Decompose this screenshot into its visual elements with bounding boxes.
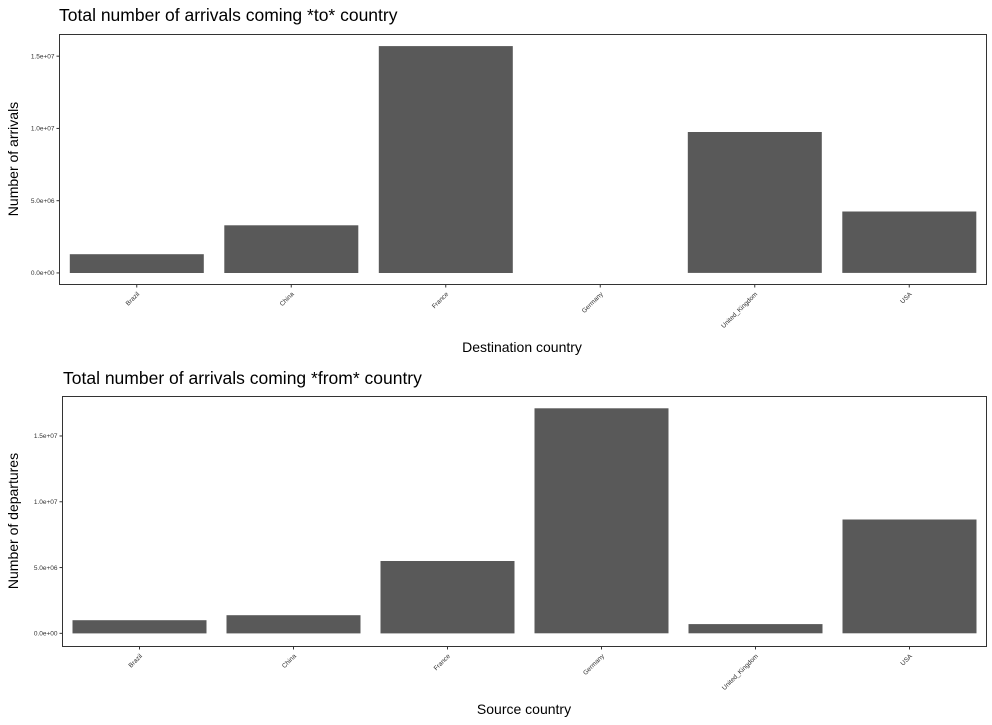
y-axis-title: Number of departures <box>5 453 21 589</box>
arrivals-from-chart: Total number of arrivals coming *from* c… <box>5 368 987 717</box>
x-tick-label: Brazil <box>127 653 144 670</box>
plot-frame <box>62 396 987 647</box>
x-axis: Brazil China France Germany United_Kingdom US… <box>127 646 915 692</box>
x-tick-label: Brazil <box>125 291 142 308</box>
y-tick-label: 0.0e+00 <box>31 270 55 277</box>
x-tick-label: France <box>433 653 453 673</box>
x-tick-label: United_Kingdom <box>721 653 760 692</box>
bar-series <box>69 46 977 273</box>
bar-china <box>226 615 361 634</box>
y-tick-label: 1.0e+07 <box>34 499 58 506</box>
chart-title: Total number of arrivals coming *from* c… <box>63 368 422 388</box>
y-tick-label: 0.0e+00 <box>34 631 58 638</box>
x-tick-label: France <box>431 291 451 311</box>
x-axis-title: Destination country <box>462 339 582 355</box>
y-axis: 0.0e+00 5.0e+06 1.0e+07 1.5e+07 <box>31 53 60 277</box>
y-tick-label: 1.5e+07 <box>34 433 58 440</box>
x-axis: Brazil China France Germany United_Kingdom US… <box>125 284 914 330</box>
plot-frame <box>59 34 987 285</box>
x-tick-label: USA <box>899 291 914 306</box>
y-axis-title: Number of arrivals <box>5 102 21 216</box>
bar-brazil <box>72 620 207 634</box>
bar-germany <box>534 408 669 634</box>
bar-france <box>378 46 513 273</box>
bar-usa <box>842 519 977 634</box>
bar-series <box>72 408 977 634</box>
arrivals-to-chart: Total number of arrivals coming *to* cou… <box>5 5 987 355</box>
x-tick-label: Germany <box>581 290 605 314</box>
x-tick-label: United_Kingdom <box>720 291 759 330</box>
bar-china <box>224 225 359 273</box>
x-tick-label: China <box>281 653 298 670</box>
y-tick-label: 5.0e+06 <box>31 198 55 205</box>
bar-usa <box>842 211 977 273</box>
bar-brazil <box>69 254 204 273</box>
bar-france <box>380 561 515 634</box>
bar-united-kingdom <box>688 624 823 634</box>
x-tick-label: USA <box>900 653 915 668</box>
x-tick-label: Germany <box>582 652 606 676</box>
y-axis: 0.0e+00 5.0e+06 1.0e+07 1.5e+07 <box>34 433 63 638</box>
x-tick-label: China <box>279 291 296 308</box>
y-tick-label: 1.0e+07 <box>31 126 55 133</box>
bar-united-kingdom <box>687 132 822 273</box>
y-tick-label: 5.0e+06 <box>34 565 58 572</box>
y-tick-label: 1.5e+07 <box>31 53 55 60</box>
x-axis-title: Source country <box>477 701 571 717</box>
chart-title: Total number of arrivals coming *to* cou… <box>59 5 398 25</box>
